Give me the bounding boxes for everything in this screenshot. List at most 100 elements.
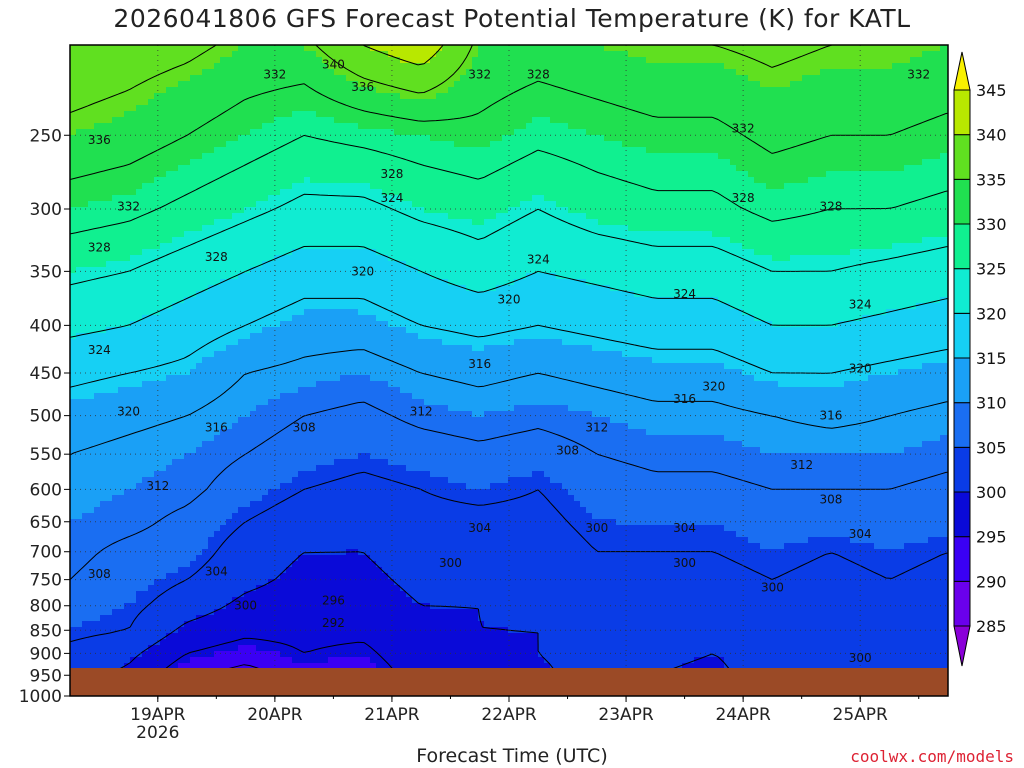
field-cell (934, 213, 941, 220)
field-cell (238, 117, 245, 124)
field-cell (754, 87, 761, 94)
field-cell (406, 51, 413, 58)
field-cell (448, 45, 455, 52)
field-cell (586, 117, 593, 124)
field-cell (280, 129, 287, 136)
field-cell (208, 153, 215, 160)
field-cell (250, 147, 257, 154)
field-cell (856, 153, 863, 160)
field-cell (268, 201, 275, 208)
field-cell (850, 63, 857, 70)
field-cell (94, 129, 101, 136)
field-cell (934, 231, 941, 238)
field-cell (886, 129, 893, 136)
field-cell (394, 93, 401, 100)
field-cell (328, 63, 335, 70)
field-cell (112, 153, 119, 160)
field-cell (766, 51, 773, 58)
field-cell (118, 63, 125, 70)
field-cell (718, 207, 725, 214)
field-cell (592, 93, 599, 100)
field-cell (178, 153, 185, 160)
field-cell (406, 69, 413, 76)
field-cell (520, 147, 527, 154)
field-cell (100, 177, 107, 184)
field-cell (712, 111, 719, 118)
field-cell (802, 105, 809, 112)
field-cell (874, 219, 881, 226)
field-cell (886, 183, 893, 190)
field-cell (388, 87, 395, 94)
field-cell (406, 63, 413, 70)
field-cell (82, 51, 89, 58)
field-cell (328, 225, 335, 232)
field-cell (400, 123, 407, 130)
field-cell (190, 93, 197, 100)
field-cell (814, 123, 821, 130)
field-cell (76, 69, 83, 76)
field-cell (640, 237, 647, 244)
field-cell (382, 63, 389, 70)
field-cell (910, 105, 917, 112)
field-cell (658, 75, 665, 82)
field-cell (256, 81, 263, 88)
field-cell (916, 117, 923, 124)
field-cell (520, 63, 527, 70)
field-cell (202, 225, 209, 232)
field-cell (910, 207, 917, 214)
field-cell (472, 45, 479, 52)
field-cell (436, 219, 443, 226)
field-cell (556, 189, 563, 196)
field-cell (88, 81, 95, 88)
field-cell (178, 159, 185, 166)
field-cell (124, 45, 131, 52)
field-cell (400, 225, 407, 232)
field-cell (538, 75, 545, 82)
field-cell (172, 153, 179, 160)
field-cell (322, 111, 329, 118)
field-cell (232, 195, 239, 202)
field-cell (856, 45, 863, 52)
field-cell (904, 201, 911, 208)
field-cell (640, 51, 647, 58)
field-cell (178, 105, 185, 112)
field-cell (790, 213, 797, 220)
field-cell (730, 231, 737, 238)
field-cell (244, 117, 251, 124)
field-cell (298, 93, 305, 100)
field-cell (238, 81, 245, 88)
field-cell (598, 213, 605, 220)
field-cell (688, 87, 695, 94)
field-cell (610, 75, 617, 82)
field-cell (292, 243, 299, 250)
field-cell (910, 135, 917, 142)
field-cell (724, 69, 731, 76)
field-cell (814, 207, 821, 214)
field-cell (628, 75, 635, 82)
field-cell (544, 201, 551, 208)
field-cell (172, 111, 179, 118)
field-cell (874, 153, 881, 160)
field-cell (826, 159, 833, 166)
field-cell (232, 243, 239, 250)
field-cell (70, 189, 77, 196)
field-cell (502, 195, 509, 202)
field-cell (586, 213, 593, 220)
field-cell (412, 243, 419, 250)
field-cell (412, 87, 419, 94)
field-cell (286, 45, 293, 52)
field-cell (418, 147, 425, 154)
field-cell (202, 123, 209, 130)
field-cell (112, 231, 119, 238)
field-cell (142, 195, 149, 202)
field-cell (124, 129, 131, 136)
field-cell (160, 177, 167, 184)
field-cell (178, 57, 185, 64)
field-cell (844, 105, 851, 112)
field-cell (184, 93, 191, 100)
field-cell (556, 243, 563, 250)
field-cell (760, 93, 767, 100)
field-cell (220, 213, 227, 220)
field-cell (478, 153, 485, 160)
field-cell (442, 177, 449, 184)
